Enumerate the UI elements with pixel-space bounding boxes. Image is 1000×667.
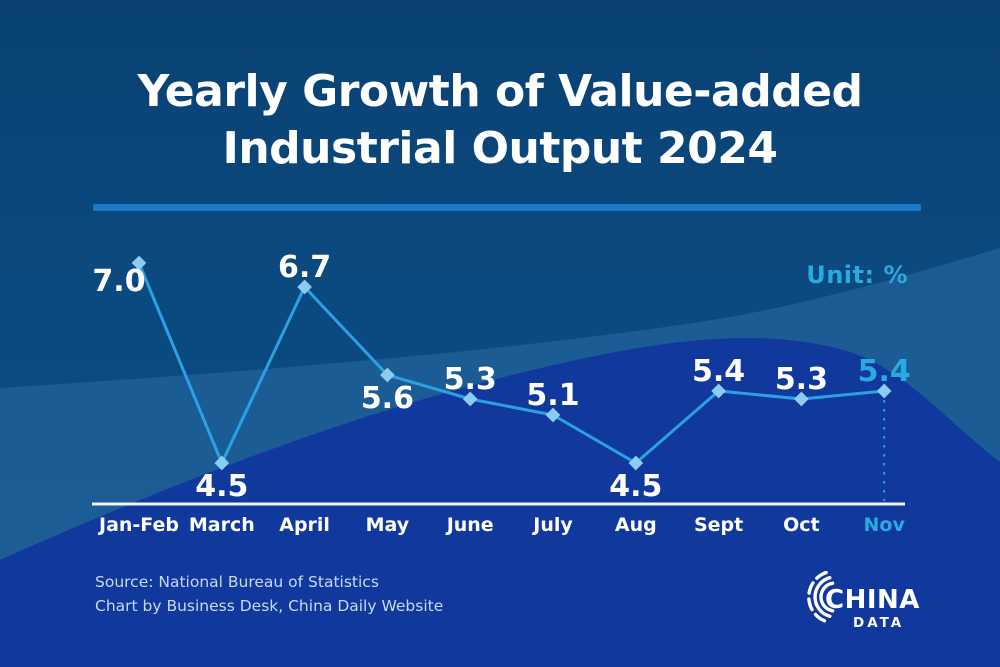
- value-label: 6.7: [278, 250, 331, 285]
- source-line: Source: National Bureau of Statistics: [95, 573, 379, 591]
- value-label: 4.5: [195, 469, 248, 504]
- x-tick-label: April: [279, 514, 330, 536]
- x-tick-label: March: [189, 514, 255, 536]
- data-point-marker: [794, 391, 809, 407]
- page-title: Yearly Growth of Value-added Industrial …: [0, 63, 1000, 177]
- data-point-marker: [214, 455, 230, 471]
- x-tick-label: Aug: [615, 514, 657, 536]
- china-data-logo: CHINA DATA: [807, 571, 920, 631]
- x-tick-label: May: [366, 514, 410, 536]
- data-point-marker: [628, 455, 644, 471]
- page-title-line-2: Industrial Output 2024: [222, 123, 778, 174]
- x-tick-label: Jan-Feb: [97, 514, 179, 536]
- value-label: 7.0: [92, 264, 145, 299]
- logo-word-data: DATA: [853, 615, 904, 631]
- value-label: 4.5: [609, 469, 662, 504]
- value-label: 5.3: [775, 362, 828, 397]
- value-label: 5.4: [858, 354, 911, 389]
- x-tick-label: July: [531, 514, 573, 536]
- data-line: [137, 262, 885, 465]
- unit-label: Unit: %: [806, 261, 908, 289]
- x-tick-label: June: [445, 514, 494, 536]
- value-label: 5.3: [444, 362, 497, 397]
- page-title-line-1: Yearly Growth of Value-added: [137, 66, 863, 117]
- logo-word-china: CHINA: [825, 585, 920, 615]
- value-label: 5.1: [526, 378, 579, 413]
- data-point-marker: [462, 391, 478, 407]
- value-label: 5.6: [361, 381, 414, 416]
- x-tick-label: Oct: [783, 514, 820, 536]
- title-underline: [93, 204, 921, 211]
- x-tick-label: Sept: [694, 514, 743, 536]
- footer-credits: Source: National Bureau of Statistics Ch…: [95, 570, 443, 618]
- signal-arcs-icon: [807, 571, 835, 624]
- data-point-marker: [876, 383, 892, 399]
- value-label: 5.4: [692, 354, 745, 389]
- data-point-marker: [545, 407, 561, 423]
- x-tick-label: Nov: [864, 514, 906, 536]
- data-point-marker: [297, 279, 312, 295]
- credit-line: Chart by Business Desk, China Daily Webs…: [95, 597, 444, 615]
- data-point-marker: [131, 255, 147, 271]
